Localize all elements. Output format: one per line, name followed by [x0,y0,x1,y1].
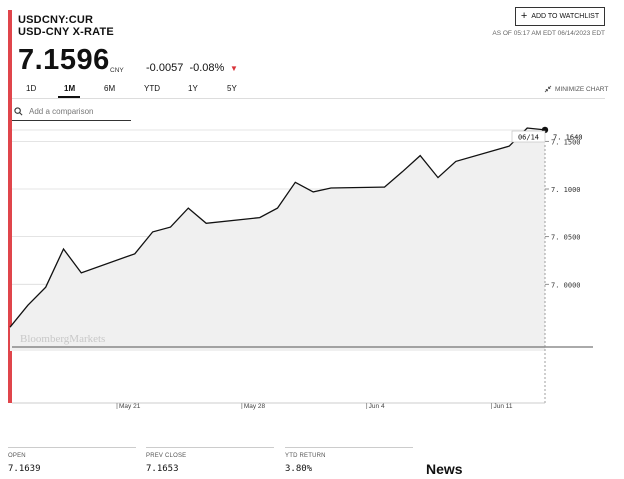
x-axis: May 21 May 28 Jun 4 Jun 11 [12,402,545,410]
as-of-timestamp: AS OF 05:17 AM EDT 06/14/2023 EDT [492,30,605,37]
divider [12,98,605,99]
minimize-arrows-icon [544,85,552,93]
stat-divider [146,447,274,448]
date-label: 06/14 [518,134,539,142]
y-axis: 7. 1500 7. 1000 7. 0500 7. 0000 [545,138,581,289]
plus-icon: + [520,10,528,22]
comparison-input[interactable] [29,107,119,116]
y-tick-label: 7. 0500 [551,234,581,242]
date-label-box [511,130,546,143]
y-tick-label: 7. 0000 [551,281,581,289]
x-tick-label: May 28 [244,403,266,410]
tab-ytd[interactable]: YTD [144,84,160,93]
price-area [10,128,545,351]
tab-5y[interactable]: 5Y [227,84,237,93]
search-icon [14,107,23,116]
ticker-symbol: USDCNY:CUR [18,14,94,26]
price-change: -0.0057 -0.08% [146,62,224,74]
stat-label: YTD RETURN [285,453,326,459]
minimize-chart-button[interactable]: MINIMIZE CHART [544,85,608,93]
stat-divider [285,447,413,448]
value-label: 7. 1640 [553,134,583,142]
triangle-down-icon: ▼ [230,64,238,73]
y-tick-label: 7. 1500 [551,138,581,146]
last-value-marker: 06/14 7. 1640 [511,126,583,143]
news-heading: News [426,461,463,477]
stat-value: 3.80% [285,464,313,474]
currency-label: CNY [110,67,124,74]
watermark: BloombergMarkets [20,333,105,345]
stat-value: 7.1639 [8,464,41,474]
accent-bar [8,10,12,403]
x-tick-label: Jun 11 [494,403,513,410]
stat-label: OPEN [8,453,26,459]
stat-label: PREV CLOSE [146,453,187,459]
change-value: -0.0057 [146,62,184,74]
stat-prev-close: PREV CLOSE 7.1653 [146,447,274,474]
stat-value: 7.1653 [146,464,179,474]
price-line [9,127,546,328]
add-to-watchlist-button[interactable]: + ADD TO WATCHLIST [515,7,605,26]
tab-1y[interactable]: 1Y [188,84,198,93]
stat-ytd-return: YTD RETURN 3.80% [285,447,413,474]
current-price: 7.1596 [18,44,110,76]
tab-1d[interactable]: 1D [26,84,37,93]
change-percent: -0.08% [189,62,225,74]
instrument-name: USD-CNY X-RATE [18,26,114,38]
minimize-label: MINIMIZE CHART [555,85,609,93]
watchlist-label: ADD TO WATCHLIST [531,13,600,20]
stat-divider [8,447,136,448]
y-tick-label: 7. 1000 [551,186,581,194]
x-tick-label: May 21 [119,403,141,410]
tab-1m[interactable]: 1M [64,84,76,93]
tab-6m[interactable]: 6M [104,84,116,93]
active-tab-indicator [58,96,80,98]
x-tick-label: Jun 4 [369,403,385,410]
comparison-search [12,103,131,121]
stat-open: OPEN 7.1639 [8,447,136,474]
